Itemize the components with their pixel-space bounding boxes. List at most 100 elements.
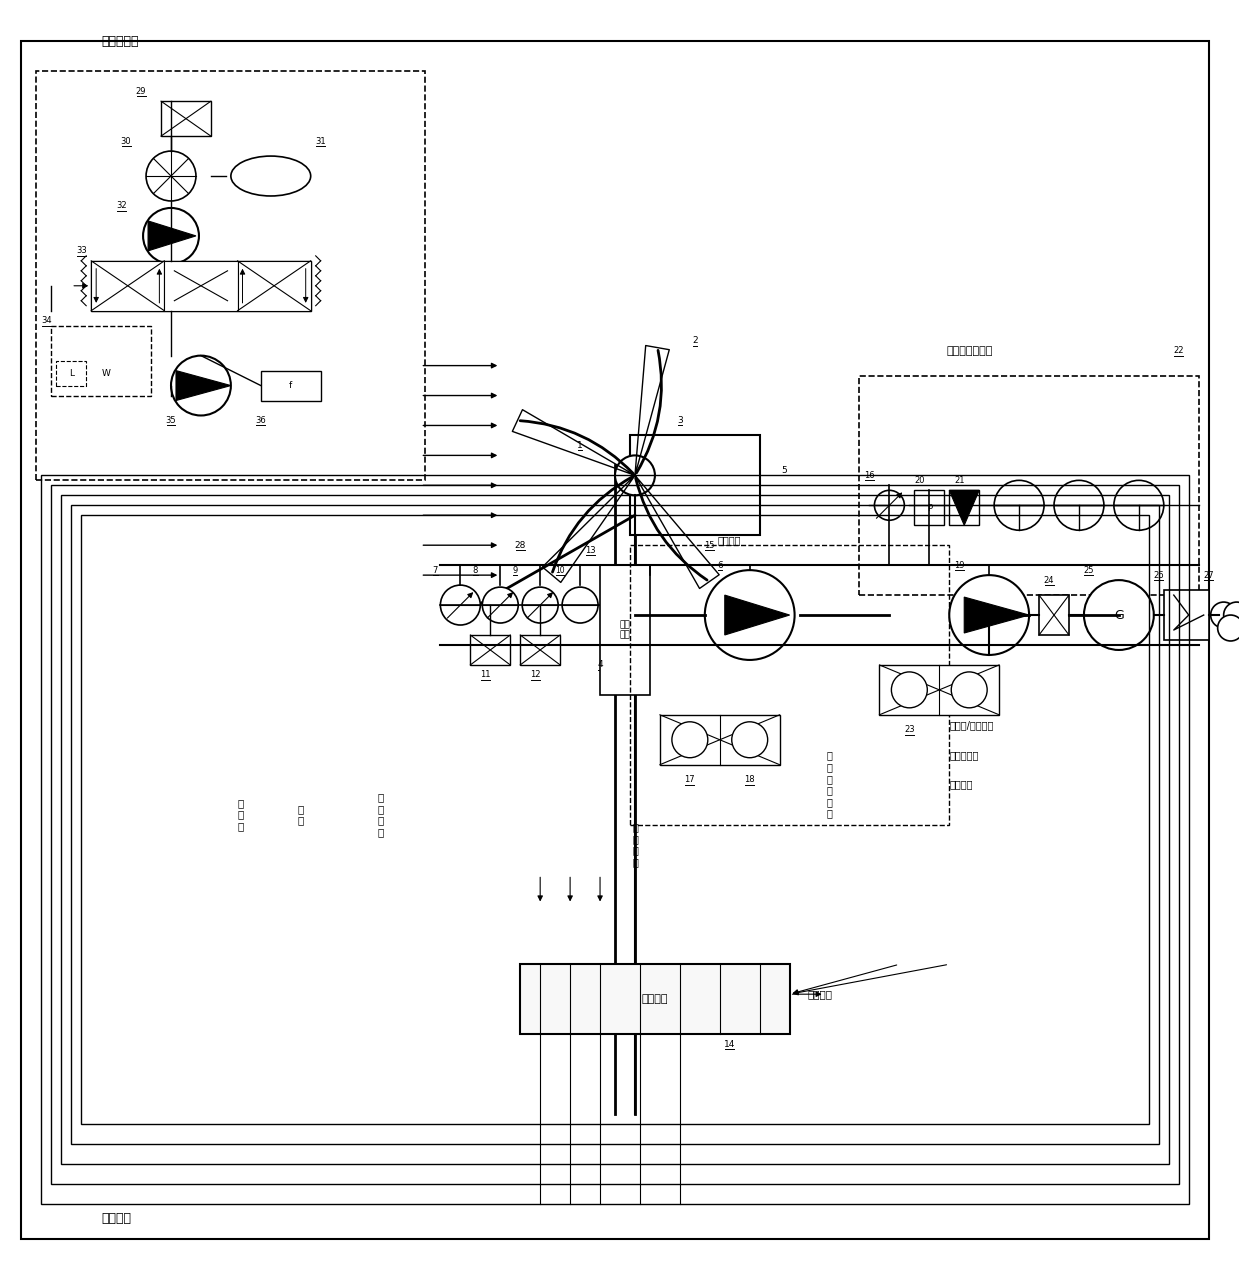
Circle shape <box>951 672 987 708</box>
Text: 1: 1 <box>577 441 583 450</box>
Circle shape <box>994 481 1044 530</box>
Text: 15: 15 <box>704 540 715 550</box>
Circle shape <box>482 587 518 624</box>
Polygon shape <box>994 505 1044 530</box>
Text: 28: 28 <box>515 540 526 550</box>
Bar <box>630 545 950 825</box>
Text: 主控制器: 主控制器 <box>641 994 668 1004</box>
Circle shape <box>615 455 655 496</box>
Text: 桨
距
角: 桨 距 角 <box>238 798 244 831</box>
Polygon shape <box>950 491 980 525</box>
Circle shape <box>704 571 795 660</box>
Text: P: P <box>926 503 932 512</box>
Circle shape <box>1054 481 1104 530</box>
Text: 16: 16 <box>864 471 874 479</box>
Circle shape <box>1218 615 1240 641</box>
Circle shape <box>950 576 1029 655</box>
Bar <box>61 496 1169 1164</box>
Bar <box>165 261 238 311</box>
Circle shape <box>892 672 928 708</box>
Bar <box>630 435 760 535</box>
Text: 21: 21 <box>954 476 965 484</box>
Bar <box>521 635 560 665</box>
Polygon shape <box>965 597 1029 632</box>
Text: 9: 9 <box>512 565 518 574</box>
Text: 变
量
马
达
转
速: 变 量 马 达 转 速 <box>827 750 832 818</box>
Bar <box>950 491 980 525</box>
Text: 控制信号: 控制信号 <box>807 989 832 999</box>
Text: 30: 30 <box>120 137 131 145</box>
Polygon shape <box>148 221 196 250</box>
Text: 31: 31 <box>315 137 326 145</box>
Text: 22: 22 <box>1173 347 1184 355</box>
Text: 19: 19 <box>954 560 965 569</box>
Text: 7: 7 <box>433 565 438 574</box>
Circle shape <box>1224 602 1240 627</box>
Text: 11: 11 <box>480 670 491 679</box>
Text: 风
速: 风 速 <box>298 803 304 825</box>
Text: 4: 4 <box>598 660 603 669</box>
Text: 36: 36 <box>255 416 267 425</box>
Bar <box>238 261 311 311</box>
Text: 液压储能子系统: 液压储能子系统 <box>946 345 992 355</box>
Polygon shape <box>1054 505 1104 530</box>
Polygon shape <box>176 371 231 401</box>
Text: f: f <box>289 381 293 390</box>
Circle shape <box>171 355 231 415</box>
Ellipse shape <box>231 156 311 196</box>
Text: 26: 26 <box>1153 571 1164 579</box>
Text: 20: 20 <box>914 476 925 484</box>
Bar <box>1164 589 1209 640</box>
Bar <box>161 101 211 137</box>
Circle shape <box>440 586 480 625</box>
Text: 2: 2 <box>692 336 698 345</box>
Text: 控制信号: 控制信号 <box>102 1212 131 1226</box>
Circle shape <box>143 207 198 264</box>
Bar <box>81 515 1148 1123</box>
Text: 27: 27 <box>1203 571 1214 579</box>
Text: 29: 29 <box>136 87 146 96</box>
Text: 系统
流量: 系统 流量 <box>620 620 630 640</box>
Polygon shape <box>512 410 635 476</box>
Polygon shape <box>542 476 635 582</box>
Text: 控
制
信
号: 控 制 信 号 <box>632 822 637 867</box>
Bar <box>36 71 425 481</box>
Circle shape <box>522 587 558 624</box>
Text: 17: 17 <box>684 775 696 784</box>
Bar <box>56 361 87 386</box>
Bar <box>660 715 780 765</box>
Bar <box>260 371 321 401</box>
Bar <box>51 325 151 396</box>
Text: 变桨距系统: 变桨距系统 <box>102 35 139 48</box>
Text: 23: 23 <box>904 725 915 734</box>
Circle shape <box>1084 581 1153 650</box>
Bar <box>41 476 1189 1204</box>
Bar <box>71 505 1159 1144</box>
Polygon shape <box>635 476 719 588</box>
Text: 25: 25 <box>1084 565 1094 574</box>
Text: G: G <box>1114 608 1123 621</box>
Text: 12: 12 <box>529 670 541 679</box>
Polygon shape <box>635 345 670 476</box>
Text: 13: 13 <box>585 545 595 554</box>
Polygon shape <box>724 595 790 635</box>
Text: 变量泵/马达转速: 变量泵/马达转速 <box>950 720 993 730</box>
Bar <box>92 261 165 311</box>
Text: 电网频率: 电网频率 <box>950 779 972 789</box>
Circle shape <box>672 722 708 758</box>
Bar <box>914 491 945 525</box>
Bar <box>879 665 999 715</box>
Circle shape <box>146 151 196 201</box>
Circle shape <box>874 491 904 520</box>
Text: 8: 8 <box>472 565 477 574</box>
Text: 6: 6 <box>717 560 723 569</box>
Text: L: L <box>68 369 73 378</box>
Text: 33: 33 <box>76 247 87 256</box>
Bar <box>600 565 650 694</box>
Bar <box>470 635 510 665</box>
Text: 5: 5 <box>781 466 787 474</box>
Circle shape <box>1210 602 1236 627</box>
Polygon shape <box>1114 505 1164 530</box>
Text: 叶
轮
转
矩: 叶 轮 转 矩 <box>377 792 383 837</box>
Circle shape <box>732 722 768 758</box>
